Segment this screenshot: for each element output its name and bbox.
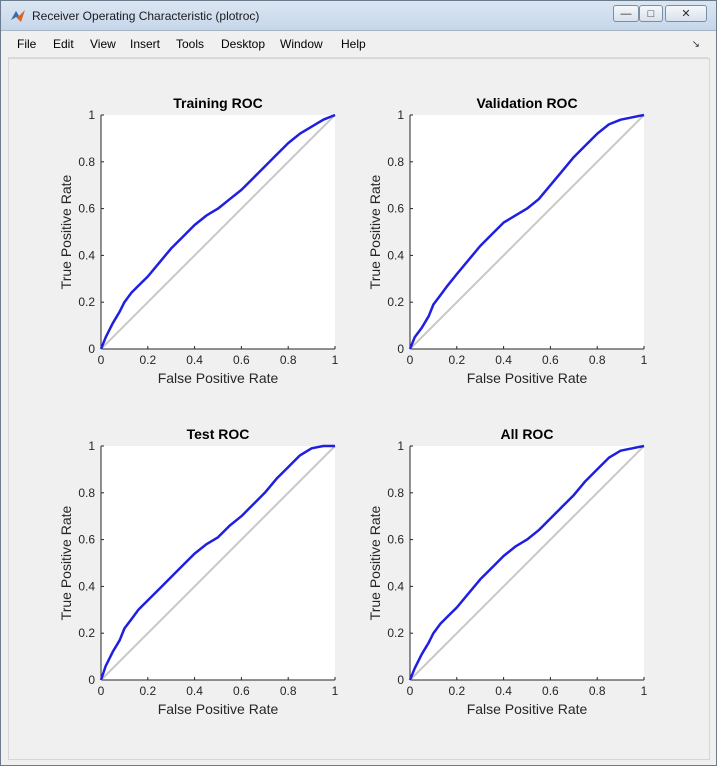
- y-tick-label: 1: [397, 108, 404, 122]
- y-tick-label: 0.2: [78, 295, 95, 309]
- x-tick-label: 0.4: [186, 684, 203, 698]
- x-tick-label: 1: [332, 353, 339, 367]
- y-tick-label: 1: [88, 108, 95, 122]
- y-tick-label: 0.8: [78, 155, 95, 169]
- close-icon: ✕: [681, 8, 691, 20]
- y-axis-label: True Positive Rate: [367, 174, 383, 289]
- x-tick-label: 0: [98, 353, 105, 367]
- y-tick-label: 0: [88, 673, 95, 687]
- y-axis-label: True Positive Rate: [367, 505, 383, 620]
- menu-bar: File Edit View Insert Tools Desktop Wind…: [8, 33, 708, 58]
- x-axis-label: False Positive Rate: [158, 370, 279, 386]
- x-axis-label: False Positive Rate: [158, 701, 279, 717]
- y-tick-label: 1: [397, 439, 404, 453]
- roc-panel-1: 0 0.2 0.4 0.6 0.8 1 0 0.2 0.4 0.6 0.8 1 Validation R…: [367, 95, 648, 386]
- y-tick-label: 0.8: [387, 486, 404, 500]
- x-tick-label: 0.8: [589, 684, 606, 698]
- y-tick-label: 0.6: [387, 202, 404, 216]
- x-tick-label: 0.6: [542, 353, 559, 367]
- x-tick-label: 0.6: [542, 684, 559, 698]
- x-tick-label: 0.2: [139, 684, 156, 698]
- x-tick-label: 0.6: [233, 684, 250, 698]
- y-tick-label: 0.6: [387, 533, 404, 547]
- chart-title: Training ROC: [173, 95, 262, 111]
- roc-curve: [99, 113, 336, 350]
- x-axis-label: False Positive Rate: [467, 370, 588, 386]
- y-tick-label: 0: [397, 673, 404, 687]
- dock-arrow-icon[interactable]: ↘: [691, 39, 700, 50]
- x-tick-label: 0.2: [448, 684, 465, 698]
- chart-title: Test ROC: [187, 426, 250, 442]
- maximize-button[interactable]: □: [639, 5, 663, 22]
- matlab-icon: [11, 10, 25, 22]
- x-tick-label: 0.6: [233, 353, 250, 367]
- menu-edit[interactable]: Edit: [53, 37, 74, 51]
- y-tick-label: 0.8: [78, 486, 95, 500]
- menu-tools[interactable]: Tools: [176, 37, 205, 51]
- x-tick-label: 0: [407, 353, 414, 367]
- y-tick-label: 0: [397, 342, 404, 356]
- x-tick-label: 1: [641, 684, 648, 698]
- roc-panel-0: 0 0.2 0.4 0.6 0.8 1 0 0.2 0.4 0.6 0.8 1 Training ROC…: [58, 95, 339, 386]
- menu-desktop[interactable]: Desktop: [221, 37, 266, 51]
- y-axis-label: True Positive Rate: [58, 505, 74, 620]
- menu-view[interactable]: View: [90, 37, 116, 51]
- chart-title: All ROC: [501, 426, 554, 442]
- x-tick-label: 0.2: [448, 353, 465, 367]
- y-tick-label: 0.4: [78, 579, 95, 593]
- y-tick-label: 0.2: [387, 295, 404, 309]
- menu-window[interactable]: Window: [280, 37, 323, 51]
- x-tick-label: 0.4: [495, 353, 512, 367]
- y-tick-label: 0.6: [78, 202, 95, 216]
- y-tick-label: 0.6: [78, 533, 95, 547]
- roc-panel-2: 0 0.2 0.4 0.6 0.8 1 0 0.2 0.4 0.6 0.8 1 Test ROC Fals…: [58, 426, 339, 717]
- roc-panel-3: 0 0.2 0.4 0.6 0.8 1 0 0.2 0.4 0.6 0.8 1 All ROC False…: [367, 426, 648, 717]
- x-tick-label: 0.8: [280, 353, 297, 367]
- diagonal-reference-line: [409, 445, 645, 681]
- y-tick-label: 0.4: [387, 579, 404, 593]
- roc-curve: [99, 444, 335, 681]
- y-tick-label: 0.4: [387, 248, 404, 262]
- window-title: Receiver Operating Characteristic (plotr…: [32, 9, 260, 23]
- roc-curve: [408, 444, 645, 681]
- x-tick-label: 0.8: [589, 353, 606, 367]
- figure-canvas: 0 0.2 0.4 0.6 0.8 1 0 0.2 0.4 0.6 0.8 1 Training ROC…: [8, 58, 710, 760]
- x-tick-label: 0.8: [280, 684, 297, 698]
- x-axis-label: False Positive Rate: [467, 701, 588, 717]
- menu-insert[interactable]: Insert: [130, 37, 161, 51]
- minimize-icon: —: [620, 7, 632, 20]
- y-tick-label: 1: [88, 439, 95, 453]
- menu-help[interactable]: Help: [341, 37, 366, 51]
- x-tick-label: 0.4: [186, 353, 203, 367]
- menu-file[interactable]: File: [17, 37, 37, 51]
- x-tick-label: 0.2: [139, 353, 156, 367]
- x-tick-label: 0: [98, 684, 105, 698]
- roc-curve: [408, 113, 645, 350]
- minimize-button[interactable]: —: [613, 5, 639, 22]
- diagonal-reference-line: [100, 445, 336, 681]
- x-tick-label: 0: [407, 684, 414, 698]
- close-button[interactable]: ✕: [665, 5, 707, 22]
- y-tick-label: 0.4: [78, 248, 95, 262]
- y-tick-label: 0.2: [387, 626, 404, 640]
- y-axis-label: True Positive Rate: [58, 174, 74, 289]
- maximize-icon: □: [647, 7, 655, 20]
- y-tick-label: 0.2: [78, 626, 95, 640]
- y-tick-label: 0: [88, 342, 95, 356]
- diagonal-reference-line: [100, 114, 336, 350]
- title-bar[interactable]: Receiver Operating Characteristic (plotr…: [1, 1, 716, 31]
- roc-plots: 0 0.2 0.4 0.6 0.8 1 0 0.2 0.4 0.6 0.8 1 Training ROC…: [58, 95, 648, 717]
- x-tick-label: 1: [332, 684, 339, 698]
- diagonal-reference-line: [409, 114, 645, 350]
- x-tick-label: 0.4: [495, 684, 512, 698]
- x-tick-label: 1: [641, 353, 648, 367]
- chart-title: Validation ROC: [476, 95, 577, 111]
- y-tick-label: 0.8: [387, 155, 404, 169]
